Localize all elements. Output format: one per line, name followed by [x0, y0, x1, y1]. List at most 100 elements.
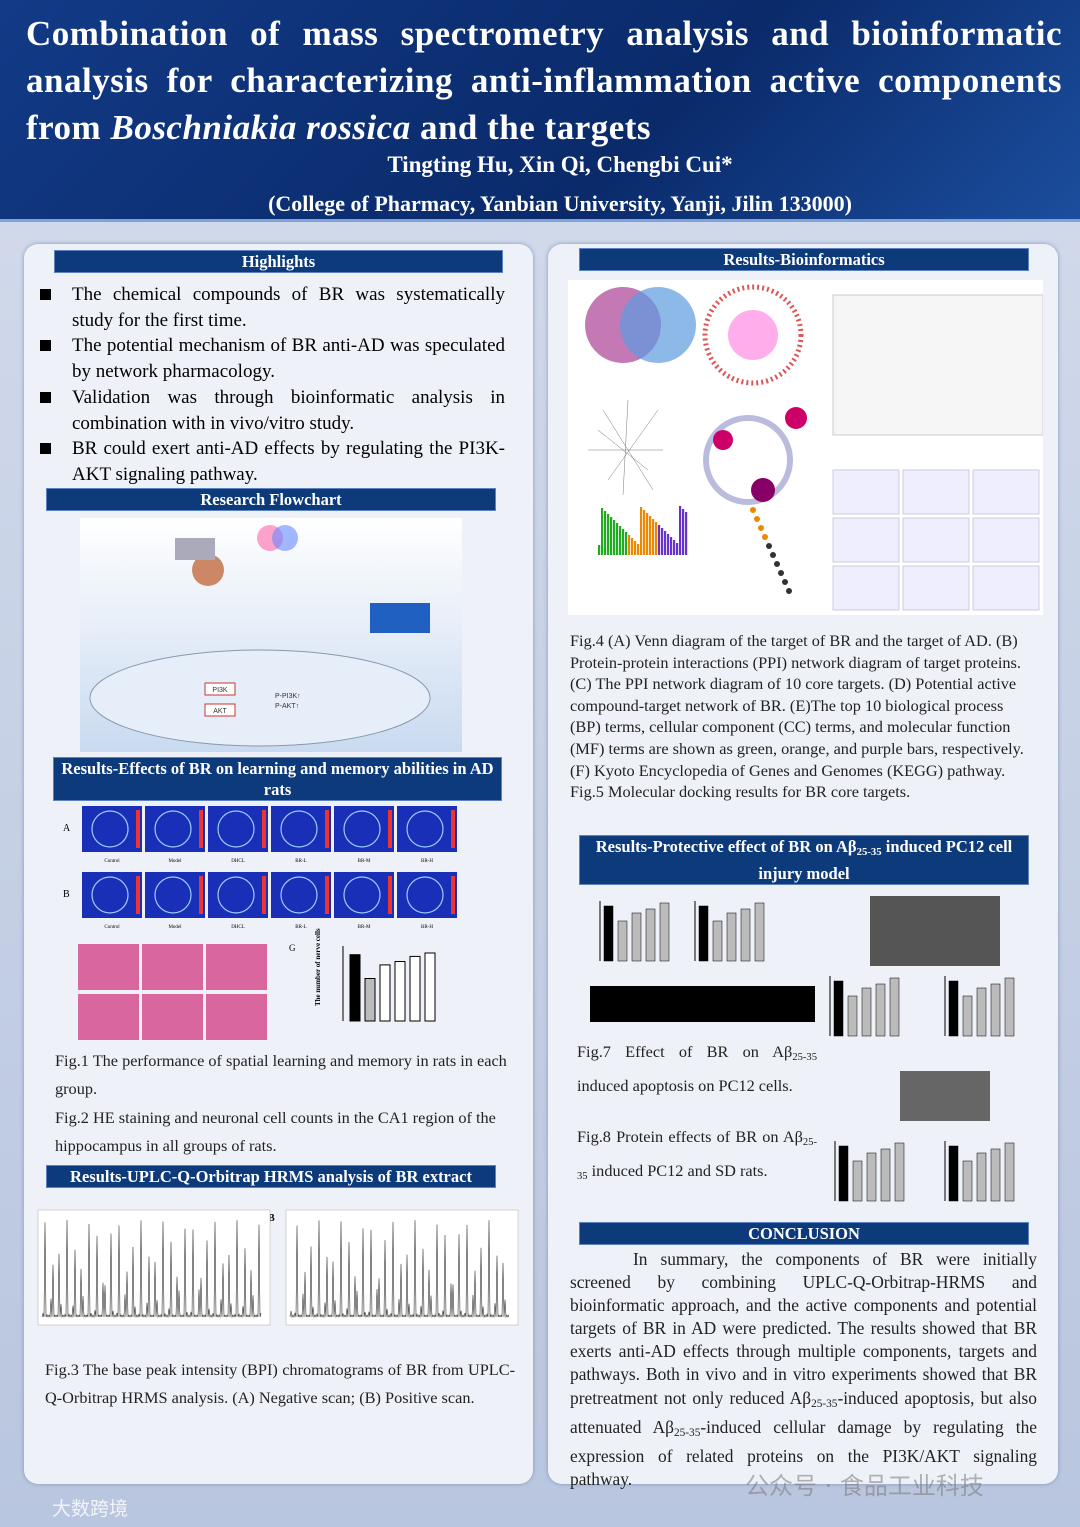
title-text: and the targets [410, 108, 652, 147]
network [588, 399, 663, 496]
dot [778, 570, 784, 576]
bar [604, 511, 607, 555]
maze-track [280, 876, 318, 914]
bar [640, 507, 643, 555]
docking-image [972, 517, 1040, 563]
group-label: Control [104, 859, 120, 864]
bar [889, 977, 900, 1037]
bar [1004, 1142, 1015, 1202]
he-image [206, 994, 267, 1040]
maze-image [145, 806, 205, 852]
heat-scale [388, 876, 392, 914]
caption-subscript: 25-35 [577, 1137, 817, 1182]
caption-text: induced PC12 and SD rats. [587, 1161, 768, 1180]
heat-scale [262, 876, 266, 914]
bar [712, 920, 723, 962]
text: -induced apoptosis, but also attenuated … [570, 1387, 1037, 1437]
bar [628, 535, 631, 555]
maze-track [280, 810, 318, 848]
bar [661, 528, 664, 555]
panel-label: G [289, 943, 296, 953]
docking-image [902, 469, 970, 515]
bar [673, 540, 676, 555]
western-blot [900, 1071, 990, 1121]
caption: Fig.2 HE staining and neuronal cell coun… [55, 1108, 496, 1155]
caption-text: Fig.8 Protein effects of BR on Aβ [577, 1127, 803, 1146]
maze-image [145, 872, 205, 918]
section-heading: Research Flowchart [46, 488, 496, 511]
he-image [206, 944, 267, 990]
label: PI3K [212, 687, 228, 694]
bar [833, 980, 844, 1037]
bar [613, 520, 616, 555]
docking-grid [832, 469, 1040, 611]
docking-image [832, 517, 900, 563]
bar [976, 1152, 987, 1202]
docking-image [972, 469, 1040, 515]
bar [658, 525, 661, 555]
bar [838, 1145, 849, 1202]
bar [655, 522, 658, 555]
bar-chart [598, 506, 792, 594]
western-blot [870, 896, 1000, 966]
maze-image [334, 872, 394, 918]
bar [875, 983, 886, 1037]
he-image [78, 994, 139, 1040]
bar [409, 955, 421, 1022]
bar [670, 537, 673, 555]
ppi [728, 310, 778, 360]
maze-track [154, 810, 192, 848]
bar [601, 508, 604, 555]
icon [175, 538, 215, 560]
docking-image [832, 469, 900, 515]
bar [622, 529, 625, 555]
bar [948, 1145, 959, 1202]
section-heading: Results-Bioinformatics [579, 248, 1029, 271]
maze-image [271, 806, 331, 852]
title-text: Combination of mass spectrometry analysi… [26, 14, 1062, 147]
maze-image [334, 806, 394, 852]
bar [394, 961, 406, 1022]
maze-track [406, 876, 444, 914]
heading-text: Results-Protective effect of BR on Aβ [595, 837, 857, 856]
highlights-list: The chemical compounds of BR was systema… [40, 282, 505, 488]
icon [272, 525, 298, 551]
docking-image [832, 565, 900, 611]
subscript: 25-35 [811, 1397, 838, 1410]
label: P-AKT↑ [275, 703, 299, 710]
heat-scale [325, 876, 329, 914]
table [832, 294, 1043, 436]
bar [603, 905, 614, 962]
group-label: Control [104, 925, 120, 930]
he-image [142, 994, 203, 1040]
caption: Fig.4 (A) Venn diagram of the target of … [570, 630, 1038, 803]
bar [852, 1160, 863, 1202]
bar [634, 541, 637, 555]
bar [948, 980, 959, 1037]
maze-image [397, 872, 457, 918]
venn [620, 287, 696, 363]
bar [847, 995, 858, 1037]
box [204, 703, 236, 717]
row-label: A [63, 823, 71, 834]
dot [762, 534, 768, 540]
dot [786, 588, 792, 594]
bar [617, 920, 628, 962]
maze-track [343, 810, 381, 848]
maze-track [91, 876, 129, 914]
dot [770, 552, 776, 558]
bar [649, 516, 652, 555]
highlight: Validation was through bioinformatic ana… [40, 385, 505, 436]
node [785, 407, 807, 429]
heat-scale [136, 876, 140, 914]
bar [682, 509, 685, 555]
bar [349, 954, 361, 1022]
bar [1004, 977, 1015, 1037]
maze-image [397, 806, 457, 852]
affiliation: (College of Pharmacy, Yanbian University… [268, 191, 852, 216]
heat-scale [262, 810, 266, 848]
heat-scale [199, 810, 203, 848]
bar [667, 534, 670, 555]
bar [598, 545, 601, 555]
